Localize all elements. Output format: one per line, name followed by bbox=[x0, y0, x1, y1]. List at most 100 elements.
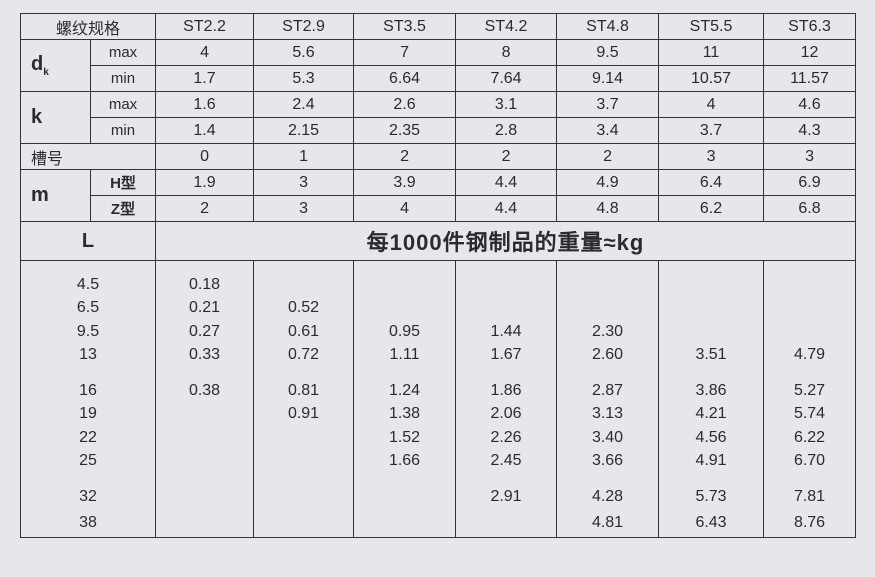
weight-value bbox=[155, 485, 255, 509]
spacer-row bbox=[19, 260, 857, 273]
spacer-cell bbox=[556, 367, 660, 379]
weight-value: 6.22 bbox=[763, 426, 857, 450]
size-header-st4-2: ST4.2 bbox=[455, 13, 558, 40]
weight-value: 1.38 bbox=[353, 402, 457, 426]
m-h-st4-2: 4.4 bbox=[455, 169, 558, 196]
length-value: 6.5 bbox=[19, 296, 157, 320]
weight-value: 2.45 bbox=[455, 449, 558, 473]
weight-value: 1.24 bbox=[353, 379, 457, 403]
k-min-st2-2: 1.4 bbox=[155, 117, 255, 144]
k-max-st4-2: 3.1 bbox=[455, 91, 558, 118]
weight-value bbox=[658, 296, 765, 320]
spacer-cell bbox=[763, 367, 857, 379]
weight-value bbox=[253, 449, 355, 473]
weight-value bbox=[353, 485, 457, 509]
spacer-cell bbox=[253, 473, 355, 485]
m-z-st4-8: 4.8 bbox=[556, 195, 660, 222]
dk-min-st2-9: 5.3 bbox=[253, 65, 355, 92]
weight-row: 25 1.66 2.45 3.66 4.91 6.70 bbox=[19, 449, 857, 473]
weight-value bbox=[253, 485, 355, 509]
dk-max-st2-9: 5.6 bbox=[253, 39, 355, 66]
spacer-cell bbox=[253, 260, 355, 273]
weight-value bbox=[455, 296, 558, 320]
slot-st4-8: 2 bbox=[556, 143, 660, 170]
weight-row: 32 2.91 4.28 5.73 7.81 bbox=[19, 485, 857, 509]
k-min-st3-5: 2.35 bbox=[353, 117, 457, 144]
weight-row: 38 4.81 6.43 8.76 bbox=[19, 508, 857, 538]
screw-spec-table: 螺纹规格 ST2.2 ST2.9 ST3.5 ST4.2 ST4.8 ST5.5 ST6.3 d… bbox=[19, 13, 857, 538]
slot-st6-3: 3 bbox=[763, 143, 857, 170]
k-min-row: min 1.4 2.15 2.35 2.8 3.4 3.7 4.3 bbox=[21, 117, 857, 144]
length-value: 19 bbox=[19, 402, 157, 426]
weight-row: 6.5 0.21 0.52 bbox=[19, 296, 857, 320]
spacer-cell bbox=[556, 473, 660, 485]
dk-max-st4-2: 8 bbox=[455, 39, 558, 66]
spacer-cell bbox=[353, 260, 457, 273]
weight-value: 1.86 bbox=[455, 379, 558, 403]
weight-value bbox=[155, 449, 255, 473]
weight-value bbox=[155, 508, 255, 538]
spacer-cell bbox=[658, 367, 765, 379]
weight-value bbox=[658, 320, 765, 344]
weight-title: 每1000件钢制品的重量≈kg bbox=[155, 221, 857, 261]
weight-value bbox=[155, 426, 255, 450]
spec-label: 螺纹规格 bbox=[19, 13, 157, 40]
weight-value bbox=[556, 296, 660, 320]
m-z-st4-2: 4.4 bbox=[455, 195, 558, 222]
l-label: L bbox=[19, 221, 157, 261]
weight-value: 2.26 bbox=[455, 426, 558, 450]
k-min-label: min bbox=[89, 117, 157, 144]
weight-row: 19 0.91 1.38 2.06 3.13 4.21 5.74 bbox=[19, 402, 857, 426]
m-z-row: Z型 2 3 4 4.4 4.8 6.2 6.8 bbox=[21, 195, 857, 222]
weight-title-row: L 每1000件钢制品的重量≈kg bbox=[19, 221, 857, 261]
spacer-cell bbox=[19, 260, 157, 273]
weight-value bbox=[763, 296, 857, 320]
m-h-st6-3: 6.9 bbox=[763, 169, 857, 196]
weight-value: 2.87 bbox=[556, 379, 660, 403]
weight-value: 4.56 bbox=[658, 426, 765, 450]
m-z-st5-5: 6.2 bbox=[658, 195, 765, 222]
weight-value bbox=[253, 426, 355, 450]
slot-st3-5: 2 bbox=[353, 143, 457, 170]
weight-value: 0.18 bbox=[155, 273, 255, 297]
weight-value: 3.40 bbox=[556, 426, 660, 450]
length-value: 38 bbox=[19, 508, 157, 538]
weight-value: 4.91 bbox=[658, 449, 765, 473]
header-row: 螺纹规格 ST2.2 ST2.9 ST3.5 ST4.2 ST4.8 ST5.5 ST6.3 bbox=[19, 13, 857, 40]
dk-min-row: min 1.7 5.3 6.64 7.64 9.14 10.57 11.57 bbox=[21, 65, 857, 92]
dk-min-st2-2: 1.7 bbox=[155, 65, 255, 92]
dk-min-st4-2: 7.64 bbox=[455, 65, 558, 92]
size-header-st4-8: ST4.8 bbox=[556, 13, 660, 40]
weight-value bbox=[455, 508, 558, 538]
m-label: m bbox=[20, 169, 91, 222]
weight-value: 2.30 bbox=[556, 320, 660, 344]
k-max-st2-2: 1.6 bbox=[155, 91, 255, 118]
spacer-cell bbox=[455, 367, 558, 379]
slot-st5-5: 3 bbox=[658, 143, 765, 170]
k-max-st5-5: 4 bbox=[658, 91, 765, 118]
weight-value: 6.43 bbox=[658, 508, 765, 538]
weight-value: 0.91 bbox=[253, 402, 355, 426]
weight-value: 0.38 bbox=[155, 379, 255, 403]
weight-row: 13 0.33 0.72 1.11 1.67 2.60 3.51 4.79 bbox=[19, 343, 857, 367]
k-min-st4-2: 2.8 bbox=[455, 117, 558, 144]
weight-value: 0.52 bbox=[253, 296, 355, 320]
k-min-st5-5: 3.7 bbox=[658, 117, 765, 144]
weight-value: 0.95 bbox=[353, 320, 457, 344]
weight-value: 2.60 bbox=[556, 343, 660, 367]
spacer-row bbox=[19, 473, 857, 485]
spacer-cell bbox=[658, 473, 765, 485]
weight-value bbox=[556, 273, 660, 297]
dk-min-st4-8: 9.14 bbox=[556, 65, 660, 92]
dk-max-st3-5: 7 bbox=[353, 39, 457, 66]
weight-value: 8.76 bbox=[763, 508, 857, 538]
weight-value: 3.13 bbox=[556, 402, 660, 426]
weight-value bbox=[353, 508, 457, 538]
weight-value: 4.79 bbox=[763, 343, 857, 367]
length-value: 13 bbox=[19, 343, 157, 367]
m-h-row: m H型 1.9 3 3.9 4.4 4.9 6.4 6.9 bbox=[20, 169, 857, 222]
k-label: k bbox=[20, 91, 91, 144]
weight-value bbox=[353, 273, 457, 297]
spacer-cell bbox=[155, 367, 255, 379]
spacer-cell bbox=[353, 367, 457, 379]
